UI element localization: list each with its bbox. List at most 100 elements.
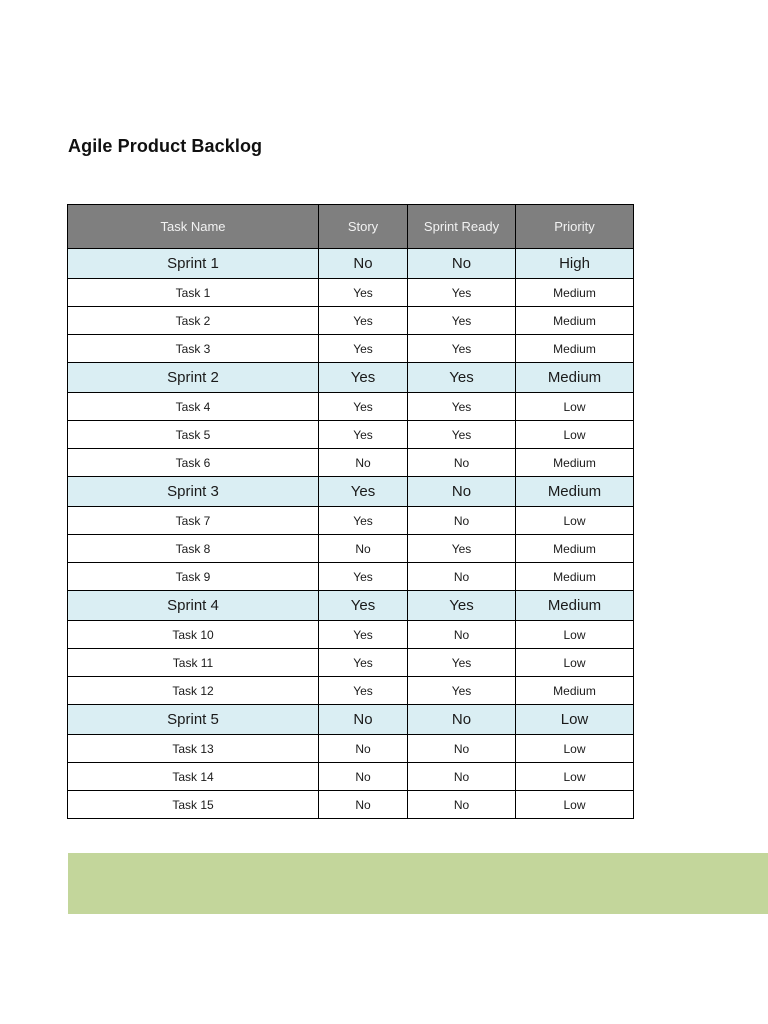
cell-priority: Low xyxy=(515,704,634,735)
task-row: Task 3 Yes Yes Medium xyxy=(67,334,634,363)
cell-sprint-ready: Yes xyxy=(407,648,516,677)
sprint-summary-row: Sprint 5 No No Low xyxy=(67,704,634,735)
cell-sprint-ready: Yes xyxy=(407,392,516,421)
cell-story: Yes xyxy=(318,506,408,535)
cell-sprint-ready: Yes xyxy=(407,676,516,705)
cell-priority: Low xyxy=(515,762,634,791)
cell-priority: Medium xyxy=(515,476,634,507)
cell-story: Yes xyxy=(318,334,408,363)
cell-priority: Medium xyxy=(515,590,634,621)
sprint-summary-row: Sprint 2 Yes Yes Medium xyxy=(67,362,634,393)
cell-name: Task 9 xyxy=(67,562,319,591)
cell-story: Yes xyxy=(318,590,408,621)
cell-priority: Low xyxy=(515,620,634,649)
backlog-table: Task Name Story Sprint Ready Priority Sprin… xyxy=(67,204,634,819)
cell-story: No xyxy=(318,790,408,819)
cell-story: No xyxy=(318,762,408,791)
cell-name: Task 5 xyxy=(67,420,319,449)
cell-story: Yes xyxy=(318,476,408,507)
table-header-row: Task Name Story Sprint Ready Priority xyxy=(67,204,634,249)
cell-story: No xyxy=(318,534,408,563)
column-header: Task Name xyxy=(67,204,319,249)
cell-priority: Low xyxy=(515,734,634,763)
cell-priority: Medium xyxy=(515,448,634,477)
cell-priority: Medium xyxy=(515,278,634,307)
cell-sprint-ready: No xyxy=(407,734,516,763)
column-header: Sprint Ready xyxy=(407,204,516,249)
cell-priority: Low xyxy=(515,648,634,677)
cell-sprint-ready: No xyxy=(407,448,516,477)
cell-name: Task 7 xyxy=(67,506,319,535)
cell-priority: Medium xyxy=(515,676,634,705)
table-body: Sprint 1 No No High Task 1 Yes Yes Medium Task 2… xyxy=(67,248,634,819)
cell-story: Yes xyxy=(318,392,408,421)
column-header: Priority xyxy=(515,204,634,249)
cell-priority: Medium xyxy=(515,362,634,393)
cell-sprint-ready: No xyxy=(407,762,516,791)
task-row: Task 4 Yes Yes Low xyxy=(67,392,634,421)
cell-story: Yes xyxy=(318,278,408,307)
cell-story: No xyxy=(318,704,408,735)
cell-sprint-ready: No xyxy=(407,476,516,507)
cell-story: Yes xyxy=(318,648,408,677)
cell-sprint-ready: No xyxy=(407,790,516,819)
cell-sprint-ready: No xyxy=(407,620,516,649)
cell-priority: Low xyxy=(515,392,634,421)
cell-story: Yes xyxy=(318,306,408,335)
sprint-summary-row: Sprint 4 Yes Yes Medium xyxy=(67,590,634,621)
cell-story: Yes xyxy=(318,676,408,705)
cell-priority: Medium xyxy=(515,306,634,335)
task-row: Task 6 No No Medium xyxy=(67,448,634,477)
cell-story: Yes xyxy=(318,420,408,449)
column-header: Story xyxy=(318,204,408,249)
task-row: Task 11 Yes Yes Low xyxy=(67,648,634,677)
cell-priority: Medium xyxy=(515,334,634,363)
task-row: Task 10 Yes No Low xyxy=(67,620,634,649)
cell-name: Task 2 xyxy=(67,306,319,335)
cell-name: Sprint 2 xyxy=(67,362,319,393)
cell-story: Yes xyxy=(318,620,408,649)
cell-priority: High xyxy=(515,248,634,279)
task-row: Task 12 Yes Yes Medium xyxy=(67,676,634,705)
task-row: Task 9 Yes No Medium xyxy=(67,562,634,591)
cell-name: Task 11 xyxy=(67,648,319,677)
cell-sprint-ready: Yes xyxy=(407,306,516,335)
sprint-summary-row: Sprint 3 Yes No Medium xyxy=(67,476,634,507)
cell-name: Task 12 xyxy=(67,676,319,705)
cell-priority: Low xyxy=(515,790,634,819)
page-title: Agile Product Backlog xyxy=(68,136,263,156)
cell-sprint-ready: Yes xyxy=(407,534,516,563)
task-row: Task 2 Yes Yes Medium xyxy=(67,306,634,335)
task-row: Task 13 No No Low xyxy=(67,734,634,763)
task-row: Task 5 Yes Yes Low xyxy=(67,420,634,449)
cell-name: Task 10 xyxy=(67,620,319,649)
cell-name: Task 6 xyxy=(67,448,319,477)
cell-story: Yes xyxy=(318,562,408,591)
cell-name: Sprint 4 xyxy=(67,590,319,621)
cell-story: No xyxy=(318,734,408,763)
cell-sprint-ready: Yes xyxy=(407,362,516,393)
cell-name: Task 14 xyxy=(67,762,319,791)
cell-sprint-ready: Yes xyxy=(407,420,516,449)
sprint-summary-row: Sprint 1 No No High xyxy=(67,248,634,279)
cell-sprint-ready: No xyxy=(407,704,516,735)
cell-sprint-ready: No xyxy=(407,248,516,279)
cell-name: Task 4 xyxy=(67,392,319,421)
task-row: Task 15 No No Low xyxy=(67,790,634,819)
cell-sprint-ready: No xyxy=(407,506,516,535)
cell-story: No xyxy=(318,448,408,477)
cell-sprint-ready: No xyxy=(407,562,516,591)
cell-name: Task 3 xyxy=(67,334,319,363)
cell-name: Sprint 1 xyxy=(67,248,319,279)
cell-priority: Low xyxy=(515,420,634,449)
cell-story: Yes xyxy=(318,362,408,393)
cell-name: Task 1 xyxy=(67,278,319,307)
cell-name: Task 15 xyxy=(67,790,319,819)
task-row: Task 8 No Yes Medium xyxy=(67,534,634,563)
cell-sprint-ready: Yes xyxy=(407,334,516,363)
cell-name: Sprint 5 xyxy=(67,704,319,735)
cell-name: Task 13 xyxy=(67,734,319,763)
green-highlight-bar xyxy=(68,853,768,914)
task-row: Task 14 No No Low xyxy=(67,762,634,791)
